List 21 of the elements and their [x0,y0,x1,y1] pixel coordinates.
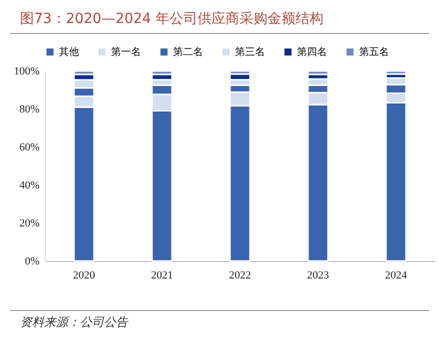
x-tick-label: 2021 [151,270,173,282]
legend-label: 第二名 [173,46,203,58]
x-tick-label: 2022 [229,270,251,282]
legend-label: 第一名 [111,46,141,58]
x-tick-label: 2024 [385,270,408,282]
x-tick-label: 2020 [73,270,96,282]
legend-label: 第三名 [235,46,265,58]
y-tick-label: 100% [14,66,40,78]
y-tick-label: 20% [19,218,40,230]
legend-label: 其他 [59,46,79,58]
y-tick-label: 80% [19,104,40,116]
y-tick-label: 0% [24,256,40,268]
legend-label: 第五名 [359,46,389,58]
y-tick-label: 40% [19,180,40,192]
legend-label: 第四名 [297,46,327,58]
text: 资料来源：公司公告 [20,314,128,331]
x-tick-label: 2023 [307,270,330,282]
chart-title: 图73：2020—2024 年公司供应商采购金额结构 [20,10,324,28]
y-tick-label: 60% [19,142,40,154]
bar [385,70,407,75]
bar [307,70,329,76]
